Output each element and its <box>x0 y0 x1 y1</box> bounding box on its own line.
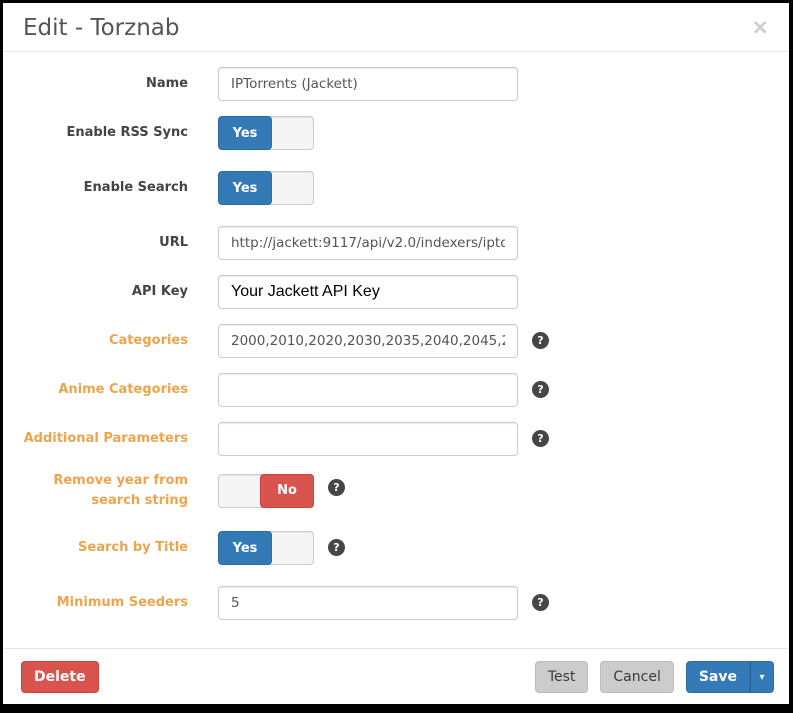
form-row-enable-search: Enable Search Yes <box>23 171 769 205</box>
save-dropdown-button[interactable]: ▾ <box>750 661 774 693</box>
cancel-button[interactable]: Cancel <box>600 661 674 693</box>
remove-year-toggle[interactable]: No <box>218 473 314 508</box>
form-row-enable-rss-sync: Enable RSS Sync Yes <box>23 116 769 150</box>
modal-title: Edit - Torznab <box>23 15 180 41</box>
help-icon-search-by-title[interactable]: ? <box>328 539 345 556</box>
additional-parameters-input[interactable] <box>218 422 518 456</box>
search-by-title-label: Search by Title <box>78 540 188 556</box>
minimum-seeders-label: Minimum Seeders <box>56 595 188 611</box>
name-label: Name <box>145 76 188 92</box>
help-icon-categories[interactable]: ? <box>532 332 549 349</box>
save-split-button: Save ▾ <box>685 661 774 693</box>
url-input[interactable] <box>218 226 518 260</box>
minimum-seeders-input[interactable] <box>218 586 518 620</box>
api-key-label: API Key <box>131 284 188 300</box>
form-row-anime-categories: Anime Categories ? <box>23 373 769 407</box>
additional-parameters-label: Additional Parameters <box>23 431 188 447</box>
modal-header: Edit - Torznab × <box>3 3 789 52</box>
enable-search-toggle[interactable]: Yes <box>218 171 314 205</box>
form-row-categories: Categories ? <box>23 324 769 358</box>
categories-label: Categories <box>108 333 188 349</box>
toggle-on-knob: Yes <box>218 171 272 205</box>
form-row-search-by-title: Search by Title Yes ? <box>23 531 769 565</box>
help-icon-minimum-seeders[interactable]: ? <box>532 594 549 611</box>
modal-body: Name Enable RSS Sync Yes Enable Search Y… <box>3 52 789 648</box>
form-row-name: Name <box>23 67 769 101</box>
api-key-input[interactable] <box>218 275 518 309</box>
search-by-title-toggle[interactable]: Yes <box>218 531 314 565</box>
close-icon[interactable]: × <box>751 15 769 39</box>
toggle-off-knob: No <box>260 473 314 508</box>
test-button[interactable]: Test <box>534 661 589 693</box>
chevron-down-icon: ▾ <box>759 671 765 683</box>
form-row-remove-year: Remove year from search string No ? <box>23 471 769 510</box>
footer-right-buttons: Test Cancel Save ▾ <box>523 661 774 693</box>
form-row-minimum-seeders: Minimum Seeders ? <box>23 586 769 620</box>
anime-categories-input[interactable] <box>218 373 518 407</box>
help-icon-additional-parameters[interactable]: ? <box>532 430 549 447</box>
categories-input[interactable] <box>218 324 518 358</box>
form-row-additional-parameters: Additional Parameters ? <box>23 422 769 456</box>
url-label: URL <box>159 235 188 251</box>
enable-search-label: Enable Search <box>83 180 188 196</box>
enable-rss-sync-label: Enable RSS Sync <box>66 125 189 141</box>
help-icon-anime-categories[interactable]: ? <box>532 381 549 398</box>
form-row-api-key: API Key <box>23 275 769 309</box>
save-button[interactable]: Save <box>685 661 750 693</box>
help-icon-remove-year[interactable]: ? <box>328 479 345 496</box>
name-input[interactable] <box>218 67 518 101</box>
anime-categories-label: Anime Categories <box>58 382 188 398</box>
delete-button[interactable]: Delete <box>21 661 99 693</box>
modal-footer: Delete Test Cancel Save ▾ <box>3 648 789 704</box>
remove-year-label: Remove year from search string <box>53 473 188 508</box>
toggle-on-knob: Yes <box>218 116 272 150</box>
form-row-url: URL <box>23 226 769 260</box>
toggle-on-knob: Yes <box>218 531 272 565</box>
enable-rss-sync-toggle[interactable]: Yes <box>218 116 314 150</box>
